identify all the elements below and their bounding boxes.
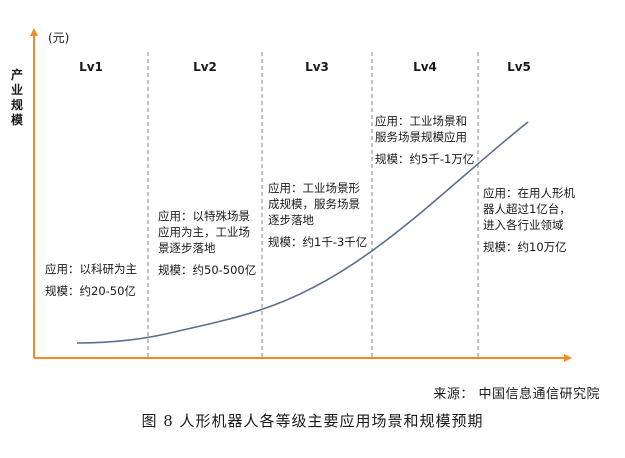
stage-label-lv4: Lv4 [413, 60, 437, 74]
application-text: 应用：工业场景形 [268, 181, 360, 195]
application-text: 逐步落地 [268, 213, 314, 227]
stage-note-lv4: 应用：工业场景和 服务场景规模应用 规模：约5千-1万亿 [375, 113, 474, 167]
stage-label-lv3: Lv3 [305, 60, 329, 74]
application-text: 器人超过1亿台， [483, 202, 571, 216]
application-text: 应用：以科研为主 [45, 262, 137, 276]
scale-text: 规模：约10万亿 [483, 240, 567, 254]
application-text: 应用：工业场景和 [375, 114, 467, 128]
y-axis-label: 产业规模 [10, 68, 23, 127]
scale-text: 规模：约5千-1万亿 [375, 152, 475, 166]
stage-note-lv3: 应用：工业场景形 成规模，服务场景 逐步落地规模：约1千-3千亿 [268, 180, 367, 250]
y-axis-unit: (元) [48, 31, 70, 45]
figure-caption: 图 8 人形机器人各等级主要应用场景和规模预期 [141, 412, 484, 430]
scale-text: 规模：约50-500亿 [158, 263, 257, 277]
stage-label-lv2: Lv2 [193, 60, 217, 74]
growth-curve [76, 121, 529, 344]
application-text: 应用：在用人形机 [483, 186, 575, 200]
stage-label-lv5: Lv5 [507, 60, 531, 74]
application-text: 服务场景规模应用 [375, 130, 467, 144]
stage-note-lv1: 应用：以科研为主 规模：约20-50亿 [45, 261, 137, 299]
source-note: 来源： 中国信息通信研究院 [433, 387, 600, 402]
stage-label-lv1: Lv1 [79, 60, 103, 74]
scale-text: 规模：约1千-3千亿 [268, 235, 368, 249]
application-text: 进入各行业领域 [483, 218, 564, 232]
application-text: 景逐步落地 [158, 241, 216, 255]
stage-note-lv5: 应用：在用人形机 器人超过1亿台， 进入各行业领域 规模：约10万亿 [483, 185, 575, 255]
stage-note-lv2: 应用：以特殊场景 应用为主，工业场 景逐步落地规模：约50-500亿 [158, 208, 256, 278]
application-text: 应用：以特殊场景 [158, 209, 250, 223]
application-text: 应用为主，工业场 [158, 225, 250, 239]
scale-text: 规模：约20-50亿 [45, 284, 136, 298]
application-text: 成规模，服务场景 [268, 197, 360, 211]
